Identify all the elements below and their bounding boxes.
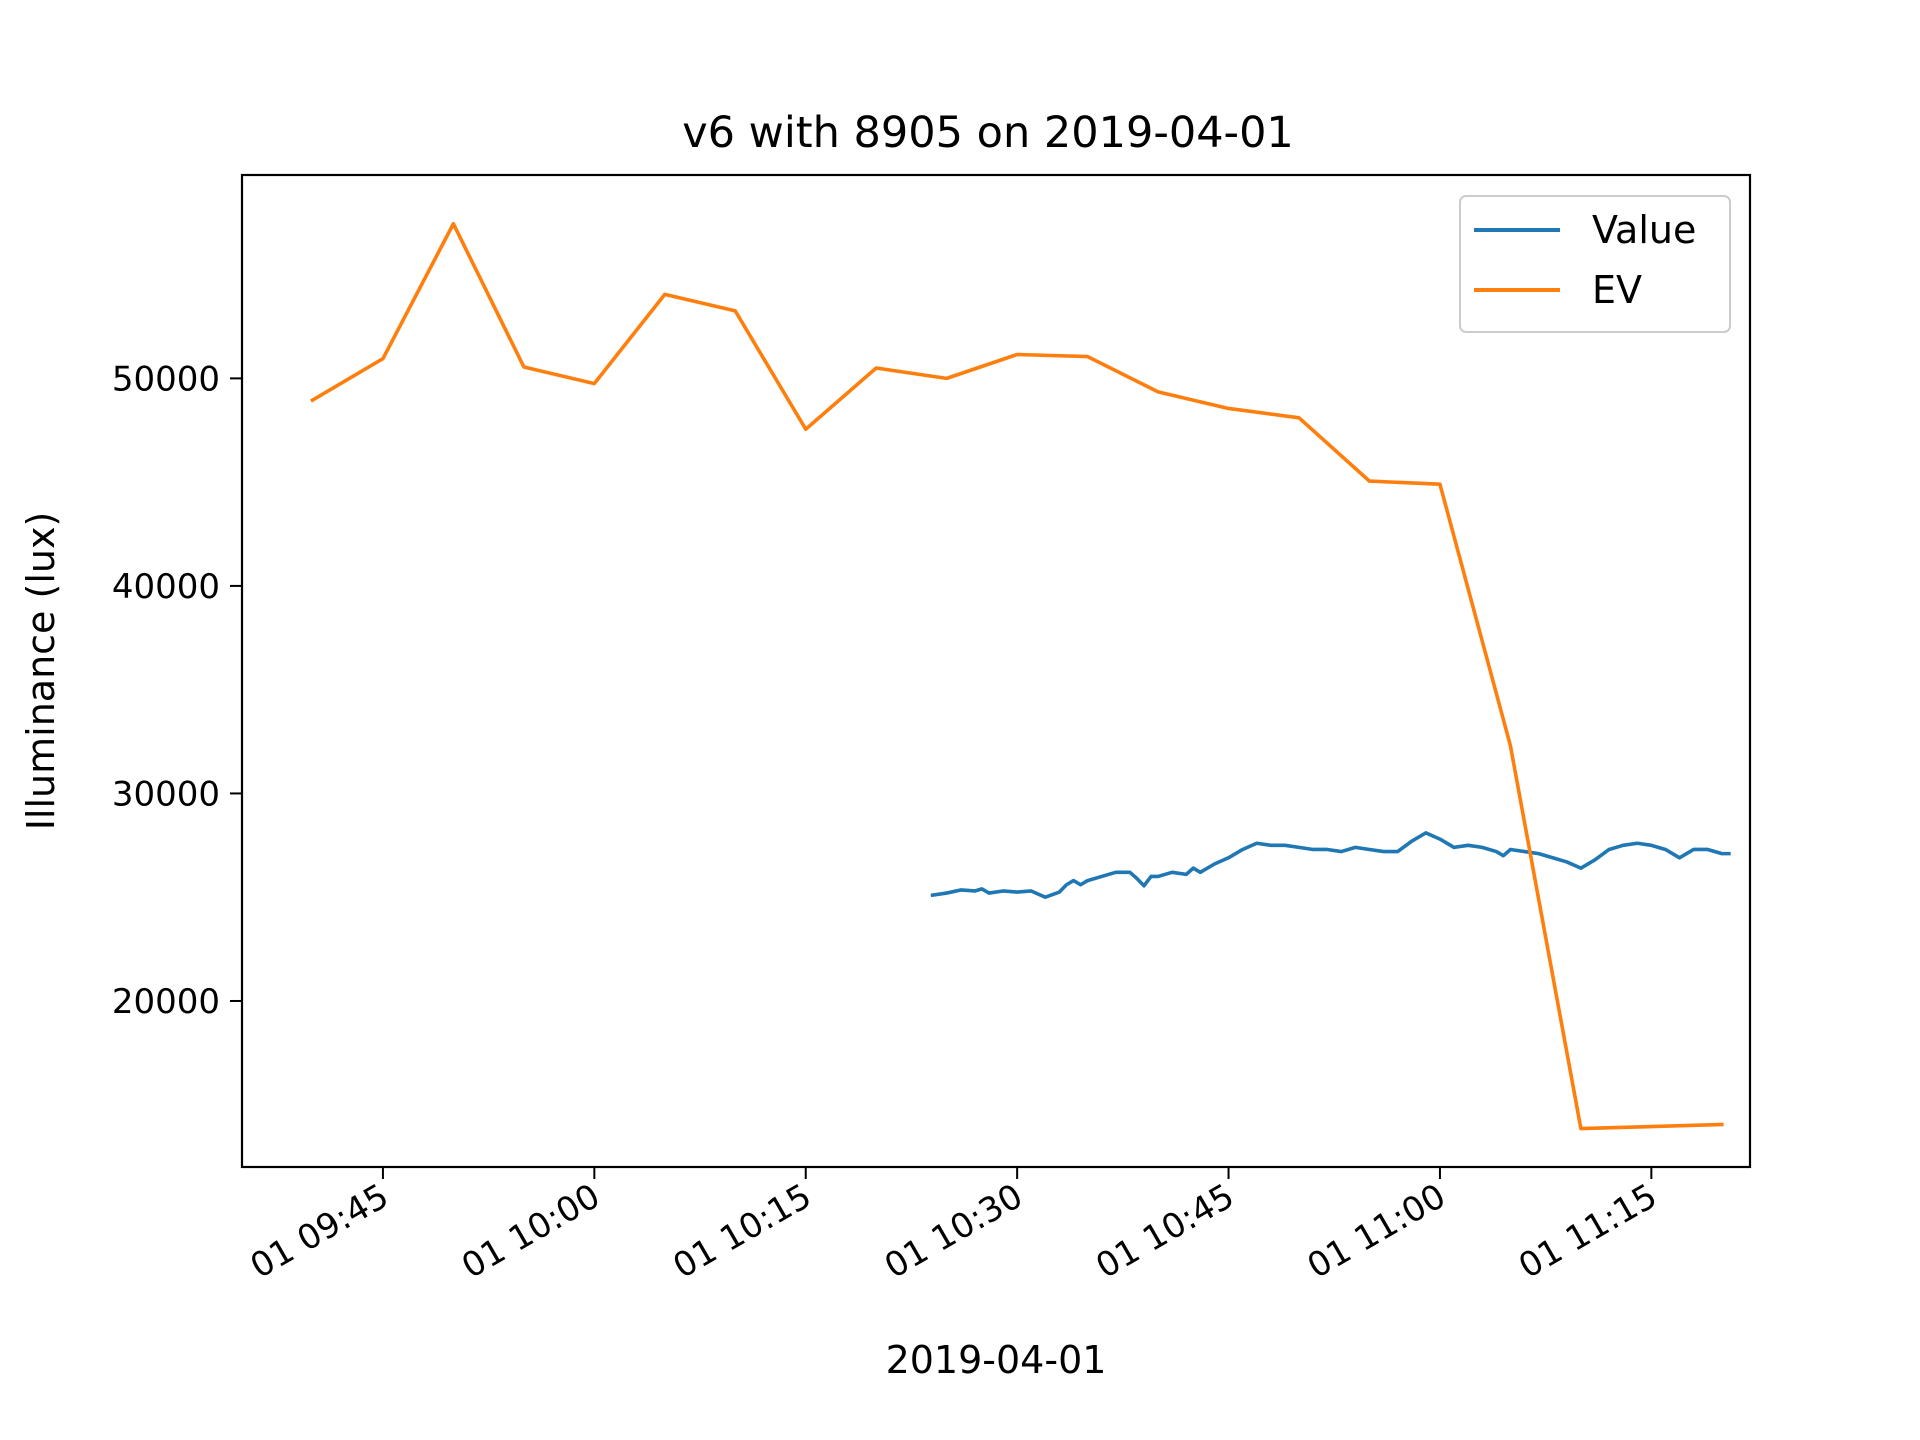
x-tick-label: 01 09:45 xyxy=(244,1176,396,1287)
legend: Value EV xyxy=(1459,195,1731,333)
series-layer xyxy=(310,221,1731,1131)
x-tick-label: 01 10:30 xyxy=(878,1176,1030,1287)
plot-area xyxy=(240,173,1752,1169)
x-axis-ticks: 01 09:45 01 10:00 01 10:15 01 10:30 01 10:45… xyxy=(244,1167,1664,1287)
x-tick-label: 01 10:15 xyxy=(667,1176,819,1287)
x-tick-label: 01 10:00 xyxy=(455,1176,607,1287)
series-line-ev xyxy=(310,221,1724,1131)
y-axis-ticks: 20000 30000 40000 50000 xyxy=(112,359,242,1022)
series-line-value xyxy=(930,831,1731,900)
x-tick-label: 01 10:45 xyxy=(1089,1176,1241,1287)
x-tick-label: 01 11:15 xyxy=(1512,1176,1664,1287)
x-tick-label: 01 11:00 xyxy=(1301,1176,1453,1287)
x-axis-label: 2019-04-01 xyxy=(886,1338,1107,1382)
chart-title: v6 with 8905 on 2019-04-01 xyxy=(682,108,1294,158)
y-tick-label: 40000 xyxy=(112,567,220,607)
y-axis-label: Illuminance (lux) xyxy=(19,512,63,831)
y-tick-label: 50000 xyxy=(112,359,220,399)
legend-label-ev: EV xyxy=(1592,268,1642,312)
y-tick-label: 30000 xyxy=(112,774,220,814)
y-tick-label: 20000 xyxy=(112,982,220,1022)
legend-label-value: Value xyxy=(1592,208,1696,252)
legend-items: Value EV xyxy=(1474,208,1696,312)
plot-frame xyxy=(240,173,1752,1169)
